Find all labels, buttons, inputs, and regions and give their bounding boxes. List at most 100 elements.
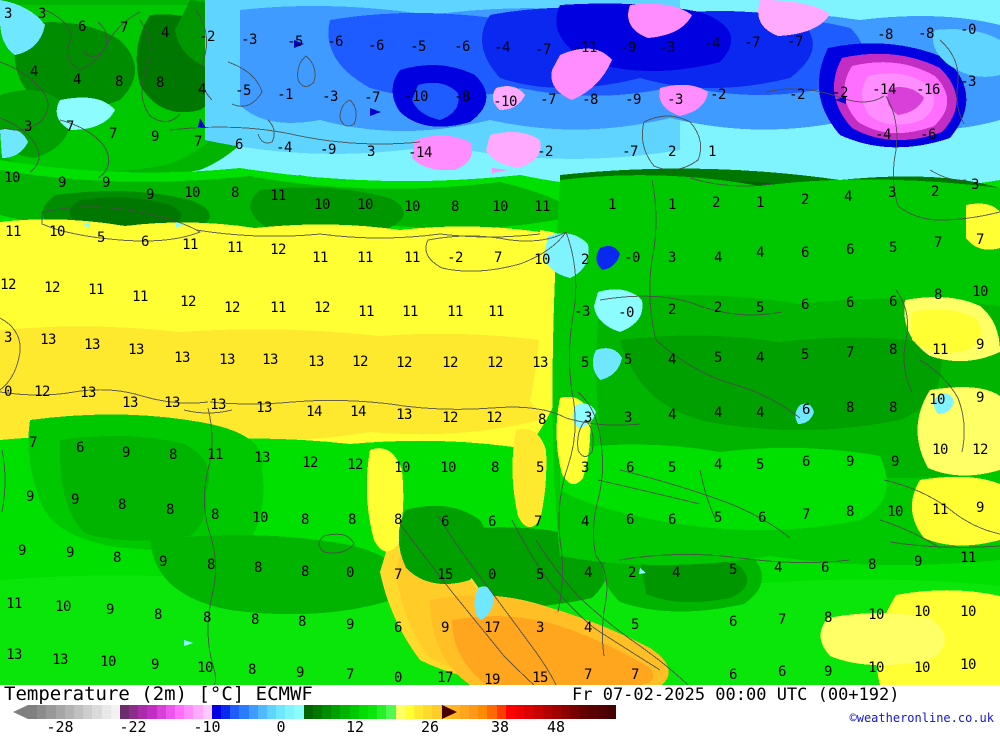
temperature-value-label: -3 bbox=[659, 40, 675, 56]
temperature-value-label: -4 bbox=[494, 40, 510, 56]
temperature-value-label: 13 bbox=[6, 647, 22, 663]
map-footer: Temperature (2m) [°C] ECMWF Fr 07-02-202… bbox=[0, 683, 1000, 736]
temperature-value-label: 12 bbox=[972, 442, 988, 458]
temperature-value-label: 11 bbox=[270, 300, 286, 316]
temperature-value-label: 11 bbox=[404, 250, 420, 266]
temperature-value-label: 6 bbox=[758, 510, 766, 526]
temperature-value-label: 6 bbox=[846, 242, 854, 258]
colorbar-swatch bbox=[404, 705, 414, 719]
temperature-value-label: -8 bbox=[918, 26, 934, 42]
copyright-credit: ©weatheronline.co.uk bbox=[849, 711, 995, 725]
temperature-value-label: -1 bbox=[277, 87, 293, 103]
temperature-value-label: -4 bbox=[276, 140, 292, 156]
colorbar-swatch bbox=[478, 705, 488, 719]
temperature-value-label: 5 bbox=[581, 355, 589, 371]
temperature-value-label: 3 bbox=[38, 6, 46, 22]
colorbar-swatch bbox=[340, 705, 350, 719]
temperature-value-label: 10 bbox=[960, 657, 976, 673]
temperature-value-label: 6 bbox=[821, 560, 829, 576]
temperature-value-label: 8 bbox=[934, 287, 942, 303]
colorbar-swatch bbox=[524, 705, 534, 719]
temperature-value-label: 3 bbox=[367, 144, 375, 160]
temperature-value-label: 0 bbox=[488, 567, 496, 583]
temperature-value-label: 1 bbox=[708, 144, 716, 160]
colorbar-swatch bbox=[156, 705, 166, 719]
temperature-value-label: 7 bbox=[934, 235, 942, 251]
temperature-value-label: 13 bbox=[532, 355, 548, 371]
colorbar[interactable]: -28 -22 -10 0 12 26 38 48 bbox=[0, 705, 616, 736]
temperature-value-label: 3 bbox=[624, 410, 632, 426]
temperature-value-label: -2 bbox=[710, 87, 726, 103]
temperature-value-label: 7 bbox=[778, 612, 786, 628]
colorbar-tick-label: -22 bbox=[119, 718, 147, 736]
colorbar-swatch bbox=[55, 705, 65, 719]
colorbar-swatch bbox=[165, 705, 175, 719]
temperature-value-label: 8 bbox=[394, 512, 402, 528]
temperature-value-label: -4 bbox=[875, 127, 891, 143]
temperature-value-label: 10 bbox=[440, 460, 456, 476]
temperature-value-label: 12 bbox=[302, 455, 318, 471]
temperature-value-label: 9 bbox=[296, 665, 304, 681]
colorbar-swatch bbox=[496, 705, 506, 719]
temperature-value-label: 11 bbox=[6, 596, 22, 612]
temperature-value-label: -3 bbox=[322, 89, 338, 105]
colorbar-swatch bbox=[579, 705, 589, 719]
temperature-value-label: 13 bbox=[396, 407, 412, 423]
temperature-value-label: 11 bbox=[270, 188, 286, 204]
temperature-value-label: 6 bbox=[78, 19, 86, 35]
temperature-map[interactable]: 3 3 6 7 4 -2 -3 -5 -6 -6 -5 -6 -4 -7 -11 -9 -3 -4 -7 -7 -8 -8… bbox=[0, 0, 1000, 685]
colorbar-swatches bbox=[28, 705, 616, 719]
temperature-value-label: -7 bbox=[364, 90, 380, 106]
temperature-value-label: 7 bbox=[394, 567, 402, 583]
temperature-value-label: 8 bbox=[538, 412, 546, 428]
temperature-value-label: -0 bbox=[960, 22, 976, 38]
temperature-value-label: 5 bbox=[801, 347, 809, 363]
colorbar-swatch bbox=[101, 705, 111, 719]
temperature-value-label: 7 bbox=[346, 667, 354, 683]
colorbar-tick-label: -10 bbox=[193, 718, 221, 736]
temperature-value-label: 8 bbox=[156, 75, 164, 91]
temperature-value-label: -7 bbox=[787, 34, 803, 50]
temperature-value-label: 4 bbox=[844, 189, 852, 205]
temperature-value-label: -6 bbox=[368, 38, 384, 54]
temperature-value-label: 4 bbox=[714, 250, 722, 266]
temperature-value-label: 6 bbox=[801, 245, 809, 261]
temperature-value-label: 12 bbox=[180, 294, 196, 310]
temperature-value-label: 5 bbox=[729, 562, 737, 578]
temperature-value-label: -9 bbox=[620, 40, 636, 56]
temperature-value-label: 8 bbox=[166, 502, 174, 518]
temperature-value-label: 6 bbox=[801, 297, 809, 313]
temperature-value-label: 10 bbox=[960, 604, 976, 620]
temperature-value-label: 13 bbox=[84, 337, 100, 353]
colorbar-left-arrow bbox=[13, 705, 28, 719]
temperature-value-label: 10 bbox=[55, 599, 71, 615]
temperature-value-label: 13 bbox=[256, 400, 272, 416]
temperature-value-label: 2 bbox=[931, 184, 939, 200]
temperature-value-label: 13 bbox=[254, 450, 270, 466]
colorbar-tick-label: -28 bbox=[46, 718, 74, 736]
colorbar-tick-label: 48 bbox=[546, 718, 566, 736]
colorbar-swatch bbox=[597, 705, 607, 719]
temperature-value-label: 8 bbox=[824, 610, 832, 626]
temperature-value-label: -8 bbox=[877, 27, 893, 43]
temperature-value-label: 8 bbox=[203, 610, 211, 626]
temperature-value-label: 6 bbox=[394, 620, 402, 636]
forecast-valid-time: Fr 07-02-2025 00:00 UTC (00+192) bbox=[572, 685, 900, 705]
temperature-value-label: 9 bbox=[346, 617, 354, 633]
temperature-value-label: -5 bbox=[410, 39, 426, 55]
temperature-value-label: 4 bbox=[581, 514, 589, 530]
temperature-value-label: 17 bbox=[484, 620, 500, 636]
temperature-value-label: 15 bbox=[532, 670, 548, 685]
colorbar-tick-label: 26 bbox=[420, 718, 440, 736]
temperature-value-label: 6 bbox=[76, 440, 84, 456]
temperature-value-label: 4 bbox=[774, 560, 782, 576]
temperature-value-label: 1 bbox=[668, 197, 676, 213]
temperature-value-label: 4 bbox=[756, 245, 764, 261]
colorbar-swatch bbox=[239, 705, 249, 719]
colorbar-swatch bbox=[560, 705, 571, 719]
temperature-value-label: 7 bbox=[120, 20, 128, 36]
temperature-value-label: 8 bbox=[451, 199, 459, 215]
temperature-value-label: 7 bbox=[66, 119, 74, 135]
temperature-value-label: -3 bbox=[241, 32, 257, 48]
temperature-value-label: 10 bbox=[197, 660, 213, 676]
